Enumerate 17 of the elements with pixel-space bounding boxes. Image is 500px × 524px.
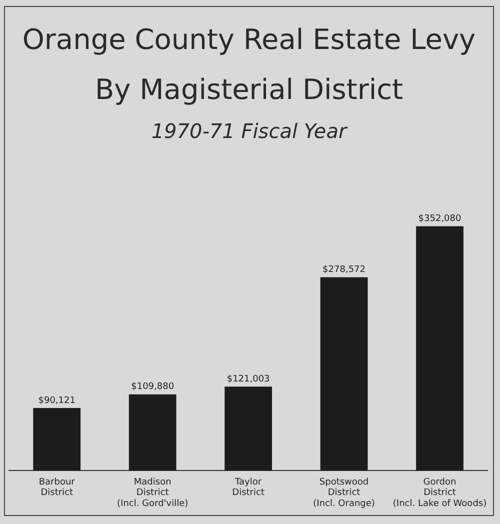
x-tick-label: Gordon District (Incl. Lake of Woods) bbox=[392, 477, 487, 509]
chart-subtitle: 1970-71 Fiscal Year bbox=[150, 119, 349, 143]
data-label: $121,003 bbox=[226, 374, 270, 384]
chart-title: Orange County Real Estate Levy By Magisterial District bbox=[21, 22, 477, 108]
data-label: $90,121 bbox=[38, 396, 76, 406]
x-tick-label: Taylor District bbox=[232, 477, 265, 498]
bar bbox=[416, 226, 464, 471]
x-tick-label: Spotswood District (Incl. Orange) bbox=[313, 477, 375, 509]
data-label: $278,572 bbox=[322, 265, 366, 276]
bar bbox=[128, 394, 176, 471]
x-tick-label: Madison District (Incl. Gord'ville) bbox=[117, 477, 188, 509]
x-tick-label: Barbour District bbox=[38, 477, 76, 498]
data-label: $352,080 bbox=[418, 214, 462, 224]
data-label: $109,880 bbox=[131, 382, 174, 392]
bar bbox=[224, 386, 272, 471]
bar bbox=[320, 277, 368, 471]
bar bbox=[33, 408, 81, 471]
